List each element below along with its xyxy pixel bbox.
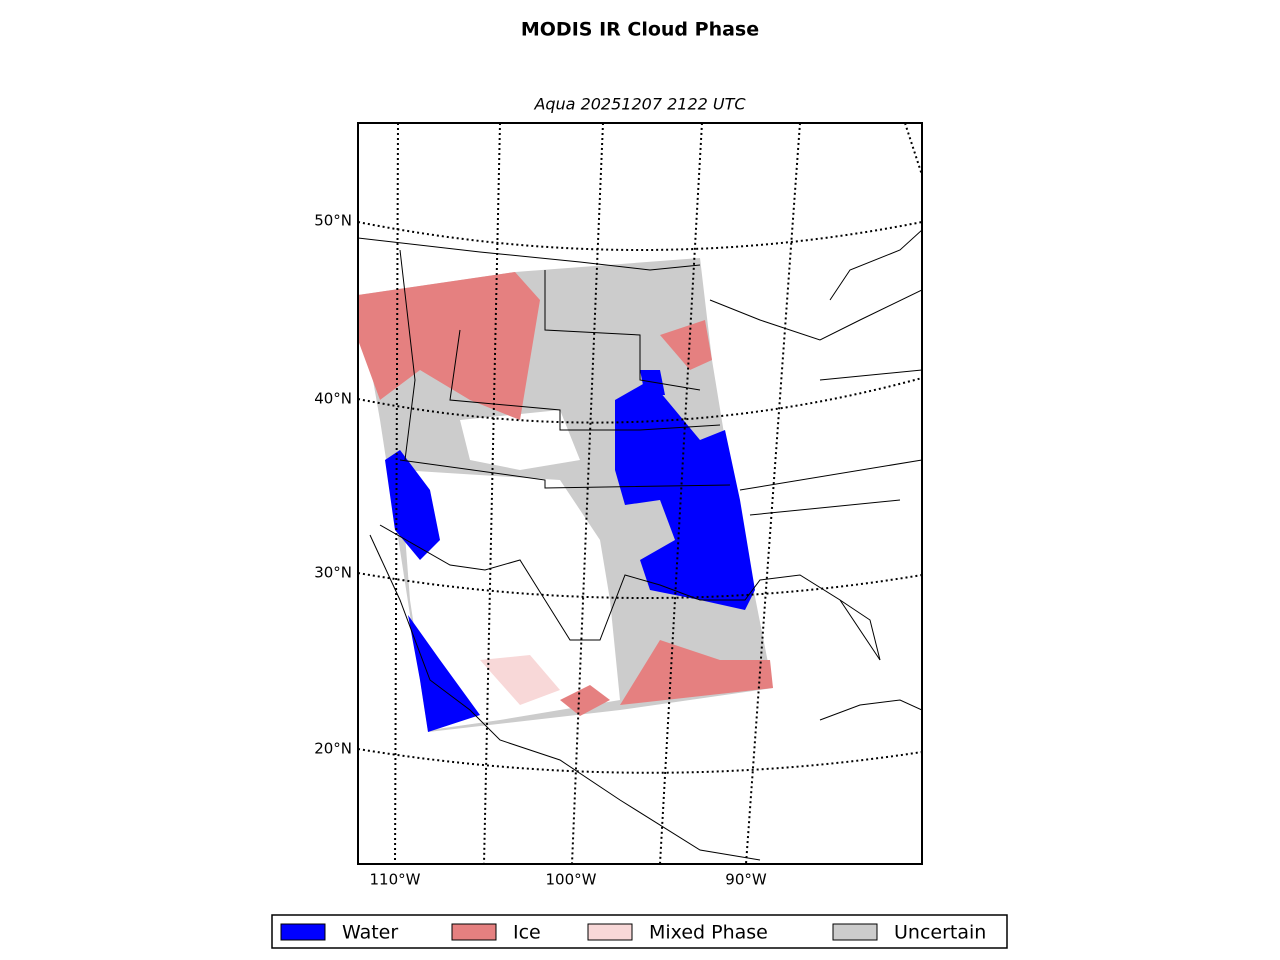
legend-swatch [280,923,326,941]
graticule [483,123,501,864]
legend [271,914,1008,949]
legend-swatch [587,923,633,941]
border [358,237,701,271]
clear-area [460,410,580,470]
legend-swatch [832,923,878,941]
border [399,249,416,461]
lon-label: 110°W [370,871,421,889]
water-area [385,450,440,560]
lat-label: 30°N [314,564,352,582]
legend-label: Ice [513,922,541,944]
lon-label: 90°W [725,871,767,889]
lon-label: 100°W [546,871,597,889]
legend-label: Uncertain [894,922,986,944]
border [819,369,922,381]
lat-label: 40°N [314,390,352,408]
clear-area [400,470,620,730]
border [829,229,922,301]
border [544,270,701,391]
ice-area [620,640,773,705]
border [379,524,881,661]
graticule [659,123,703,864]
border [369,534,761,861]
border [399,459,731,489]
mixed-area [480,655,560,705]
lat-label: 20°N [314,740,352,758]
graticule [571,123,604,864]
map-frame [357,122,923,865]
ice-area [560,685,610,716]
legend-label: Mixed Phase [649,922,768,944]
map-area [358,123,922,864]
water-area [408,615,480,732]
graticule [358,748,922,774]
border [739,459,922,491]
graticule [358,221,922,251]
legend-swatch [451,923,497,941]
lat-label: 50°N [314,212,352,230]
border [709,289,922,341]
water-area [615,380,755,610]
border [839,599,881,661]
graticule [394,123,399,864]
ice-area [660,320,712,370]
title: MODIS IR Cloud Phase [521,19,759,41]
border [749,499,901,516]
border [449,329,721,431]
subtitle: Aqua 20251207 2122 UTC [533,95,746,114]
graticule [904,123,922,176]
legend-label: Water [342,922,398,944]
border [819,699,922,721]
graticule [745,123,801,864]
